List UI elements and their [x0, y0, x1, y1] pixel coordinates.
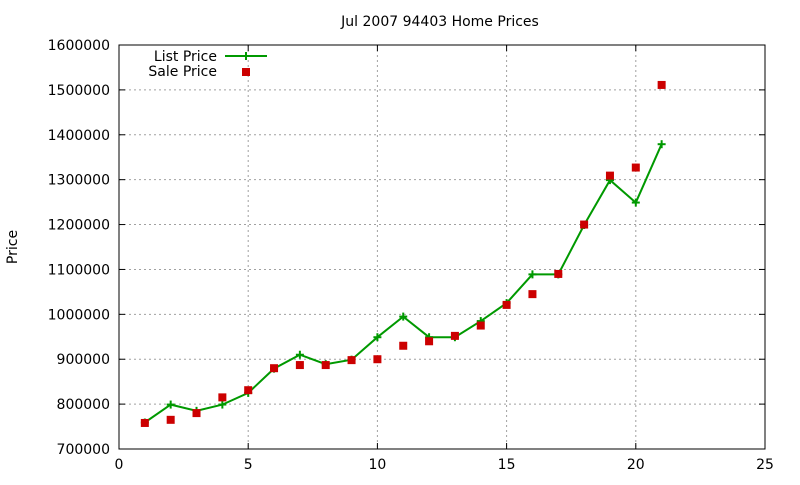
legend-label-sale-price: Sale Price — [148, 64, 217, 80]
sale-price-point — [192, 409, 201, 418]
list-price-point — [218, 400, 227, 409]
list-price-point — [295, 350, 304, 359]
sale-price-point — [450, 331, 459, 340]
sale-price-point — [218, 393, 227, 402]
sale-price-point — [399, 341, 408, 350]
axes: 0 5 10 15 20 25 700000 800000 900000 1000000 11000… — [48, 38, 774, 473]
sale-price-point — [476, 321, 485, 330]
sale-price-point — [140, 418, 149, 427]
sale-price-point — [373, 355, 382, 364]
sale-price-point — [554, 269, 563, 278]
sale-price-point — [347, 356, 356, 365]
sale-price-point — [580, 220, 589, 229]
y-tick-label: 1100000 — [48, 262, 110, 278]
y-tick-label: 700000 — [57, 442, 110, 458]
list-price-point — [373, 333, 382, 342]
legend-label-list-price: List Price — [154, 49, 217, 65]
list-price-line — [144, 143, 663, 424]
x-tick-label: 0 — [115, 457, 124, 473]
list-price-point — [631, 198, 640, 207]
list-price-point — [399, 312, 408, 321]
series-layer — [140, 80, 666, 427]
list-price-point — [657, 140, 666, 149]
sale-price-point — [528, 290, 537, 299]
sale-price-point — [605, 171, 614, 180]
sale-price-point — [166, 415, 175, 424]
sale-price-point — [502, 300, 511, 309]
x-tick-label: 10 — [368, 457, 386, 473]
y-tick-label: 1400000 — [48, 128, 110, 144]
x-tick-label: 5 — [244, 457, 253, 473]
sale-price-point — [425, 337, 434, 346]
sale-price-point — [321, 361, 330, 370]
x-tick-label: 20 — [627, 457, 645, 473]
y-tick-label: 1500000 — [48, 83, 110, 99]
y-tick-label: 900000 — [57, 352, 110, 368]
sale-price-point — [244, 386, 253, 395]
list-price-point — [528, 270, 537, 279]
plot-border — [118, 44, 766, 450]
legend-marker-sale-price — [242, 68, 250, 76]
chart-title: Jul 2007 94403 Home Prices — [340, 14, 539, 30]
sale-price-point — [295, 361, 304, 370]
y-tick-label: 1600000 — [48, 38, 110, 54]
y-tick-label: 1300000 — [48, 173, 110, 189]
x-tick-label: 25 — [756, 457, 774, 473]
list-price-point — [166, 400, 175, 409]
sale-price-point — [270, 364, 279, 373]
y-tick-label: 800000 — [57, 397, 110, 413]
sale-price-point — [631, 163, 640, 172]
y-tick-label: 1200000 — [48, 218, 110, 234]
grid-lines — [119, 45, 765, 449]
sale-price-point — [657, 80, 666, 89]
y-tick-label: 1000000 — [48, 307, 110, 323]
x-tick-label: 15 — [498, 457, 516, 473]
y-axis-label: Price — [5, 230, 21, 264]
